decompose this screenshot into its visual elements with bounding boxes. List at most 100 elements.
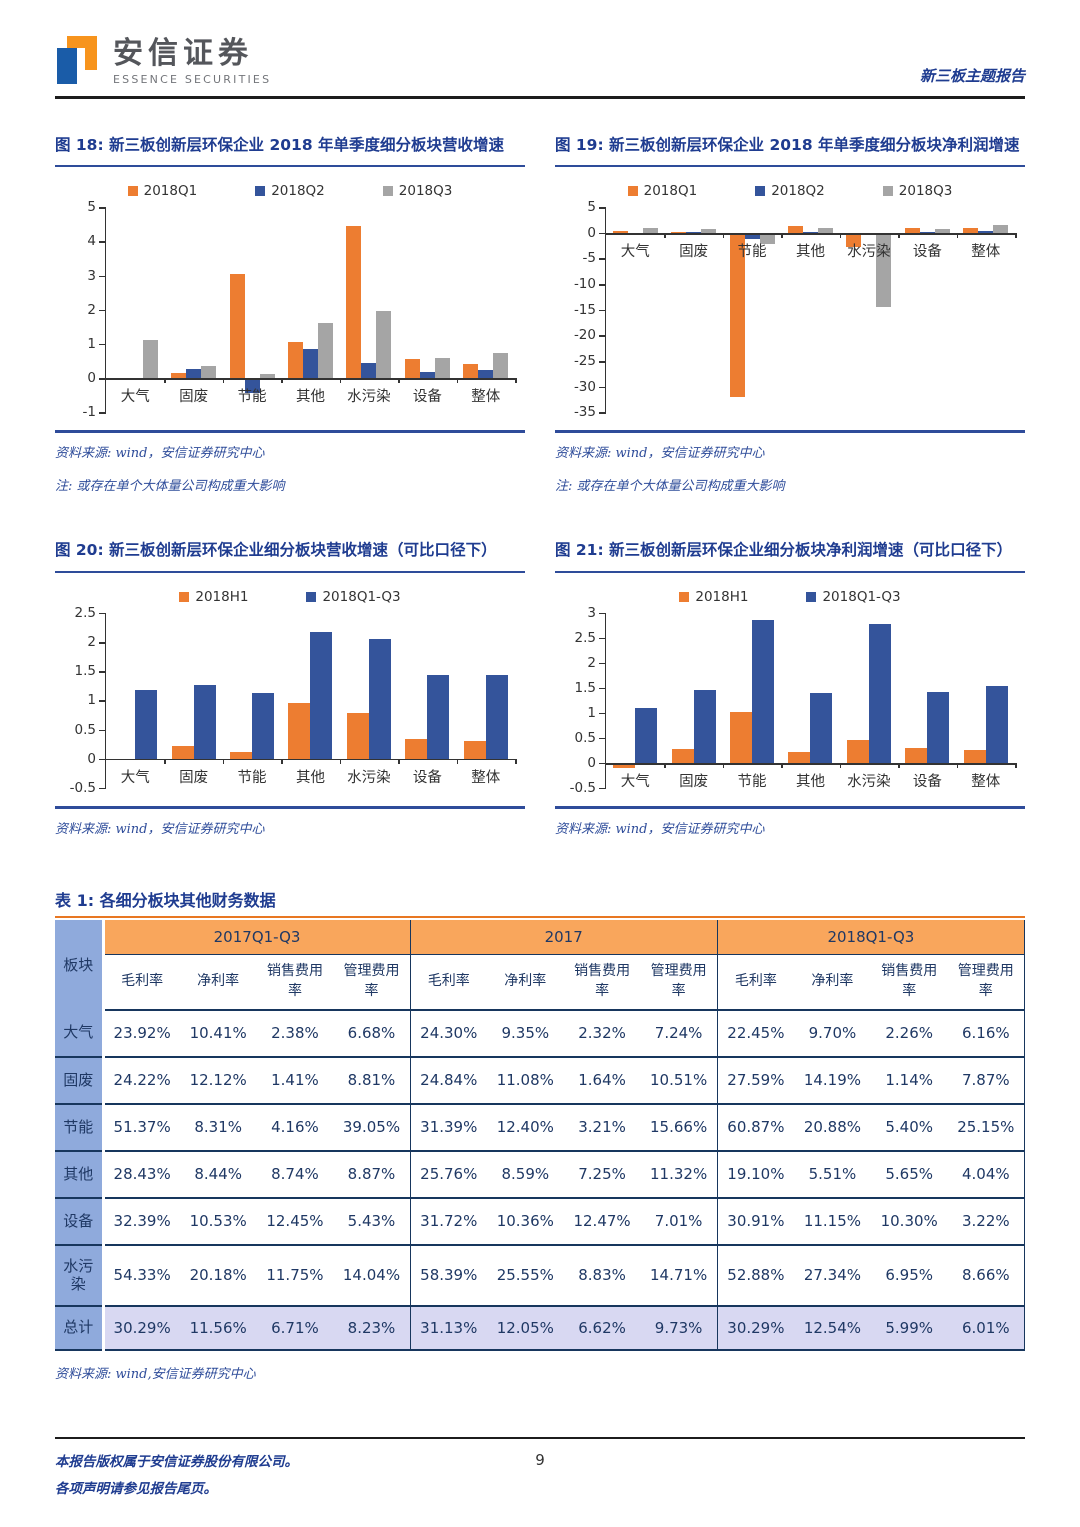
category-group: 其他 [281,613,342,788]
y-axis-tick-mark [599,637,606,640]
table-cell: 28.43% [103,1149,180,1198]
bar-2018Q3-大气 [142,339,158,378]
bar-2018Q3-整体 [993,224,1009,233]
bar-chart: 5 0 -5 -10 -15 -20 -25 -30 -35 大气 固废 节能 其他 水污染 设备 整体 [574,199,1017,420]
x-axis-tick-mark [339,758,342,764]
financial-table: 板块 2017Q1-Q3 2017 2018Q1-Q3 毛利率 净利率 销售费用率 管理费用率… [55,919,1026,1351]
bar-2018Q1-Q3-水污染 [868,624,891,763]
y-axis-tick-mark [599,687,606,690]
bar-chart: 3 2.5 2 1.5 1 0.5 0 -0.5 大气 固废 节能 其他 水污染 设备 整体 [570,605,1017,796]
x-axis-tick-mark [222,378,225,383]
table-cell: 31.39% [409,1102,487,1151]
legend-swatch-icon [806,591,817,602]
table-subheader: 销售费用率 [256,954,334,1011]
bar-2018H1-整体 [463,740,486,759]
table-cell: 5.51% [794,1149,871,1198]
x-axis-category-label: 设备 [912,773,942,790]
x-axis-category-label: 节能 [737,773,767,790]
bar-2018H1-设备 [905,747,928,763]
table-source-text: 资料来源: wind,安信证券研究中心 [55,1366,256,1382]
x-axis-tick-mark [664,762,667,768]
bar-2018Q1-整体 [463,364,479,378]
copyright-line-1: 本报告版权属于安信证券股份有限公司。 [55,1454,298,1470]
table-subheader: 管理费用率 [947,954,1025,1011]
x-axis-tick-mark [956,762,959,768]
page-number: 9 [535,1451,545,1469]
bar-2018Q3-整体 [493,353,509,378]
table-cell: 15.66% [640,1102,718,1151]
group-header-row: 板块 2017Q1-Q3 2017 2018Q1-Q3 [55,919,1026,1010]
table-cell: 6.95% [870,1243,948,1306]
table-cell: 23.92% [113,1024,171,1043]
x-axis-tick-mark [456,758,459,764]
bar-2018H1-设备 [405,738,428,759]
table-cell: 14.04% [333,1243,411,1306]
table-title: 表 1: 各细分板块其他财务数据 [55,887,1025,918]
y-axis-tick-label: 3 [87,267,96,284]
y-axis-tick-mark [99,758,106,761]
category-group: 节能 [723,613,783,790]
table-cell: 58.39% [409,1243,487,1306]
chart-legend: 2018Q1 2018Q2 2018Q3 [55,183,525,199]
table-cell: 6.01% [947,1304,1025,1351]
y-axis-tick-mark [599,762,606,765]
y-axis-tick-label: -5 [582,250,596,267]
category-group: 节能 [223,613,283,788]
y-axis-tick-mark [99,378,106,380]
legend-swatch-icon [127,186,138,197]
category-group: 设备 [898,613,959,790]
category-group: 设备 [898,207,959,412]
table-cell: 31.13% [409,1304,487,1351]
table-subheader: 净利率 [486,954,564,1011]
y-axis-tick-mark [599,737,606,740]
y-axis-tick-mark [599,360,606,363]
y-axis-tick-mark [99,309,106,312]
table-cell: 8.74% [256,1149,334,1198]
source-block: 资料来源: wind，安信证券研究中心 注: 或存在单个大体量公司构成重大影响 [555,430,1025,494]
y-axis-tick-mark [99,241,106,243]
x-axis-tick-mark [398,378,400,383]
legend-item: 2018H1 [679,589,748,605]
y-axis-tick-label: -0.5 [69,779,96,796]
x-axis-tick-mark [514,758,517,764]
table-corner-header: 板块 [55,919,105,1010]
x-axis-tick-mark [781,762,783,768]
table-cell: 10.51% [640,1055,718,1104]
bar-2018Q1-Q3-节能 [752,620,775,763]
x-axis-category-label: 节能 [237,389,267,405]
table-cell: 11.75% [256,1243,334,1306]
category-group: 水污染 [840,207,900,412]
figure-title: 图 20: 新三板创新层环保企业细分板块营收增速（可比口径下） [55,536,525,573]
table-cell: 9.35% [501,1024,550,1043]
category-group: 水污染 [340,613,400,788]
brand-text: 安信证券 ESSENCE SECURITIES [113,37,271,86]
x-axis-tick-mark [898,762,900,768]
category-group: 固废 [164,207,225,412]
table-group-header: 2018Q1-Q3 [716,919,1026,955]
x-axis-tick-mark [164,758,167,764]
chart-legend: 2018Q1 2018Q2 2018Q3 [555,183,1025,199]
row-label: 大气 [55,1009,105,1057]
brand-name-en: ESSENCE SECURITIES [113,72,272,86]
table-row: 总计 30.29% 11.56% 6.71% 8.23% 31.13% 12.05% 6.62… [55,1304,1025,1351]
sub-header-row: 毛利率 净利率 销售费用率 管理费用率 毛利率 净利率 销售费用率 管理费用率 毛利率 净利率 销售… [55,954,1025,1011]
y-axis-tick-mark [99,275,106,278]
table-cell: 6.16% [947,1009,1025,1057]
bar-2018Q3-设备 [934,229,950,233]
y-axis-tick-label: -15 [573,301,596,318]
x-axis-category-label: 设备 [412,769,442,786]
table-cell: 10.36% [486,1196,564,1245]
source-text: 资料来源: wind，安信证券研究中心 [555,446,765,462]
figures-row-2: 图 20: 新三板创新层环保企业细分板块营收增速（可比口径下） 2018H1 20… [55,536,1025,837]
bar-2018Q2-节能 [244,378,260,394]
table-cell: 30.29% [103,1304,180,1351]
x-axis-category-label: 整体 [471,389,501,405]
bar-2018Q3-固废 [201,366,217,378]
bar-2018H1-整体 [963,750,986,763]
table-cell: 5.43% [333,1196,411,1245]
category-group: 设备 [398,207,459,412]
table-cell: 19.10% [716,1149,795,1198]
bar-2018Q3-其他 [817,228,833,233]
bar-2018Q1-设备 [904,227,920,233]
bar-2018Q1-Q3-水污染 [368,638,391,759]
